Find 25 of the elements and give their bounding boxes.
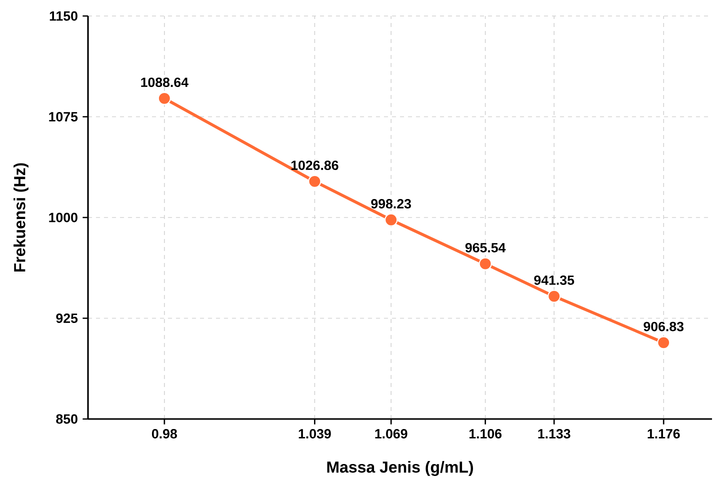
data-label: 998.23 <box>371 199 412 208</box>
data-label: 965.54 <box>465 242 506 252</box>
x-tick-label: 1.039 <box>298 429 331 438</box>
x-tick-label: 1.133 <box>538 429 570 438</box>
point <box>478 257 492 270</box>
point <box>384 213 398 226</box>
y-tick-label: 1075 <box>49 112 78 122</box>
point <box>548 290 561 303</box>
data-label: 941.35 <box>534 275 574 285</box>
data-label: 906.83 <box>644 322 684 332</box>
x-tick-label: 1.106 <box>469 429 502 438</box>
x-tick-label: 1.176 <box>648 429 680 438</box>
y-axis-title: Frekuensi (Hz) <box>14 163 28 272</box>
y-tick-label: 850 <box>56 414 78 424</box>
data-label: 1088.64 <box>141 78 188 88</box>
point <box>308 174 322 188</box>
x-axis-title: Massa Jenis (g/mL) <box>327 461 473 476</box>
x-tick-label: 0.98 <box>152 429 177 438</box>
y-tick-label: 925 <box>56 314 78 323</box>
y-tick-label: 1150 <box>50 11 78 21</box>
data-label: 1026.86 <box>291 160 338 170</box>
y-tick-label: 1000 <box>49 212 78 222</box>
point <box>657 336 670 350</box>
point <box>158 92 171 105</box>
x-tick-label: 1.069 <box>375 429 408 438</box>
